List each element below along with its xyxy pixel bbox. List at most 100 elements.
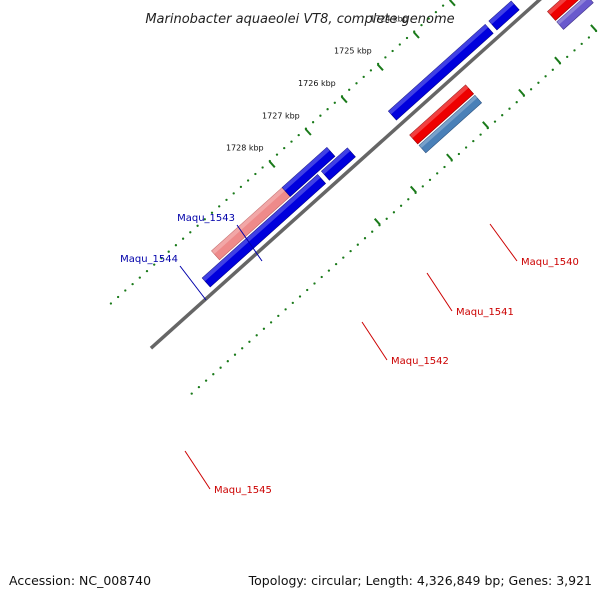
major-tick [376, 63, 384, 71]
inner-ruler-dot [464, 146, 468, 149]
outer-ruler-dot [225, 198, 228, 202]
inner-ruler-dot [407, 198, 410, 201]
outer-ruler-dot [275, 153, 279, 156]
inner-ruler-dot [219, 366, 222, 369]
accession-text: Accession: NC_008740 [9, 573, 152, 588]
gc-purple-track-highlight [556, 0, 587, 25]
outer-ruler-dot [254, 172, 257, 176]
gene-label-maqu-1540: Maqu_1540 [521, 257, 579, 268]
reverse-gene-maqu-1542 [547, 0, 579, 21]
outer-ruler-dot [239, 185, 243, 189]
label-leader-maqu-1542 [361, 321, 388, 361]
inner-major-tick [409, 185, 417, 194]
inner-ruler-dot [342, 256, 345, 259]
inner-ruler-dot [371, 230, 374, 233]
inner-major-tick [518, 88, 525, 97]
inner-ruler-dot [349, 249, 352, 253]
inner-ruler-dot [204, 379, 208, 382]
outer-ruler-dot [311, 121, 315, 124]
major-tick [412, 31, 420, 39]
tick-label: 1724 kbp [370, 14, 408, 23]
outer-ruler-dot [398, 43, 401, 46]
outer-ruler-dot [391, 49, 394, 53]
inner-ruler-dot [428, 178, 432, 182]
inner-ruler-dot [248, 340, 251, 343]
tick-label: 1725 kbp [334, 47, 372, 56]
inner-ruler-dot [551, 68, 554, 71]
inner-ruler-dot [392, 211, 396, 214]
inner-ruler-dot [255, 334, 258, 337]
outer-ruler-dot [232, 192, 235, 195]
inner-ruler-dot [544, 75, 547, 78]
outer-ruler-dot [124, 289, 127, 292]
gene-label-maqu-1545: Maqu_1545 [214, 485, 272, 496]
inner-ruler-dot [197, 385, 201, 389]
gene-label-maqu-1544: Maqu_1544 [120, 254, 178, 265]
reverse-gene-maqu-1545 [409, 84, 475, 145]
genome-info-text: Topology: circular; Length: 4,326,849 bp… [248, 573, 592, 588]
label-leader-maqu-1540 [489, 223, 518, 262]
major-tick [340, 96, 348, 104]
map-title: Marinobacter aquaeolei VT8, complete gen… [145, 12, 454, 27]
label-leader-maqu-1545 [184, 450, 211, 490]
inner-ruler-dot [320, 275, 323, 279]
inner-ruler-dot [493, 120, 497, 123]
forward-gene-maqu-1546-highlight [202, 174, 321, 282]
gene-label-maqu-1542: Maqu_1542 [391, 356, 449, 367]
outer-ruler-dot [434, 10, 438, 14]
inner-ruler-dot [327, 269, 331, 272]
major-tick [304, 128, 312, 136]
inner-ruler-dot [212, 373, 215, 376]
label-leader-maqu-1543 [236, 224, 263, 262]
forward-gene-maqu-1546 [201, 174, 327, 288]
forward-gene-maqu-1543 [488, 0, 520, 31]
inner-ruler-dot [515, 101, 518, 104]
outer-ruler-dot [427, 17, 430, 20]
inner-major-tick [590, 24, 598, 32]
outer-ruler-dot [189, 231, 192, 234]
tick-label: 1728 kbp [226, 144, 264, 153]
forward-gene-maqu-1544-highlight [388, 24, 488, 115]
inner-ruler-dot [334, 262, 338, 266]
forward-gene-maqu-1547-highlight [282, 147, 330, 191]
inner-ruler-dot [385, 217, 388, 220]
inner-ruler-dot [501, 114, 504, 117]
outer-ruler-dot [355, 82, 358, 85]
inner-major-tick [482, 121, 489, 129]
outer-ruler-dot [218, 205, 221, 208]
outer-ruler-dot [153, 263, 156, 266]
outer-ruler-dot [246, 179, 250, 182]
inner-ruler-dot [421, 185, 424, 188]
inner-ruler-dot [313, 282, 316, 285]
inner-ruler-dot [363, 237, 367, 240]
feature-tracks [201, 0, 594, 288]
inner-ruler-dot [241, 347, 244, 350]
outer-ruler-dot [297, 133, 300, 137]
outer-ruler-dot [109, 302, 113, 305]
inner-ruler-dot [508, 107, 511, 110]
inner-ruler-dot [580, 42, 583, 46]
reverse-gene-maqu-1545-highlight [409, 84, 469, 139]
label-leader-maqu-1544 [179, 265, 207, 301]
inner-ruler-dot [306, 288, 309, 292]
inner-ruler-dot [537, 81, 540, 84]
forward-gene-maqu-1545a [320, 147, 356, 181]
outer-ruler-dot [145, 269, 149, 273]
inner-ruler-dot [356, 243, 359, 246]
tick-label: 1727 kbp [262, 111, 300, 120]
outer-ruler-dot [290, 140, 293, 143]
inner-ruler-dot [233, 353, 237, 356]
forward-gene-maqu-1545a-highlight [321, 147, 351, 175]
inner-ruler-dot [436, 172, 439, 175]
outer-ruler-dot [160, 257, 163, 260]
gene-labels: Maqu_1540 Maqu_1541 Maqu_1542 Maqu_1543 Maqu… [120, 213, 579, 496]
forward-gene-maqu-1543-highlight [488, 1, 514, 25]
outer-ruler-dot [210, 211, 214, 214]
outer-ruler-dot [326, 108, 329, 111]
gene-label-maqu-1543: Maqu_1543 [177, 213, 235, 224]
inner-ruler-dot [399, 204, 403, 207]
outer-ruler-dot [362, 75, 365, 79]
outer-ruler-dot [196, 224, 199, 227]
